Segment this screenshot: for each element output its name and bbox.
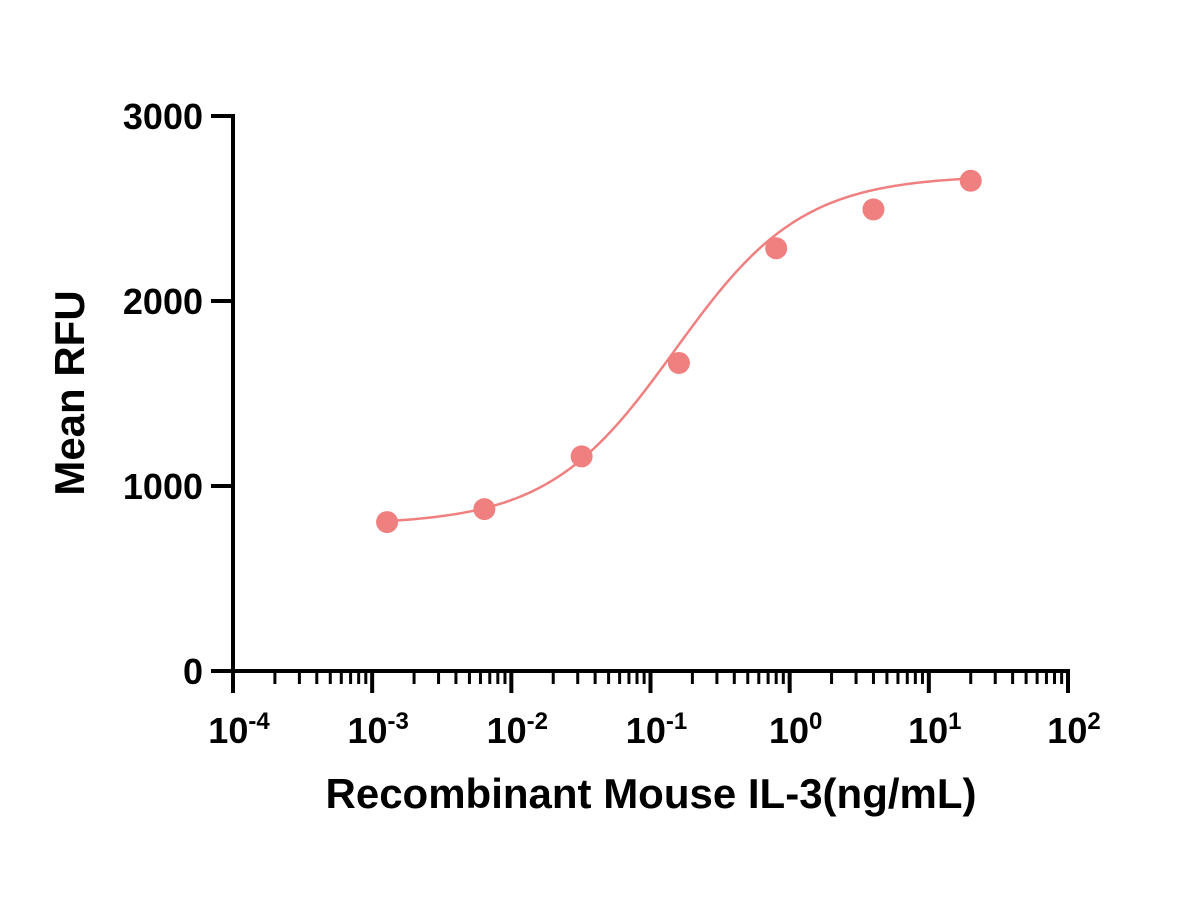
labels-layer: Recombinant Mouse IL-3(ng/mL) Mean RFU bbox=[46, 290, 977, 817]
y-tick-label: 0 bbox=[183, 651, 203, 692]
data-point bbox=[473, 498, 496, 521]
x-tick-label: 102 bbox=[1047, 708, 1100, 751]
fit-curve-layer bbox=[387, 177, 971, 523]
x-tick-label: 101 bbox=[908, 708, 961, 751]
x-tick-label: 10-4 bbox=[208, 708, 270, 751]
x-tick-exponent: 2 bbox=[1087, 708, 1100, 735]
x-tick-label: 10-1 bbox=[626, 708, 687, 751]
data-point bbox=[862, 198, 885, 221]
data-points-layer bbox=[376, 169, 982, 534]
x-tick-exponent: -1 bbox=[666, 708, 687, 735]
x-axis-title: Recombinant Mouse IL-3(ng/mL) bbox=[326, 770, 977, 817]
y-tick-label: 1000 bbox=[123, 466, 203, 507]
data-point bbox=[376, 511, 399, 534]
y-tick-label: 3000 bbox=[123, 96, 203, 137]
x-tick-exponent: -4 bbox=[248, 708, 270, 735]
x-tick-exponent: -3 bbox=[388, 708, 409, 735]
data-point bbox=[570, 445, 593, 468]
data-point bbox=[667, 351, 690, 374]
data-point bbox=[765, 237, 788, 260]
y-tick-label: 2000 bbox=[123, 281, 203, 322]
data-point bbox=[959, 169, 982, 192]
x-tick-exponent: 1 bbox=[948, 708, 961, 735]
x-tick-label: 100 bbox=[769, 708, 822, 751]
x-tick-label: 10-2 bbox=[487, 708, 548, 751]
x-tick-exponent: 0 bbox=[809, 708, 822, 735]
x-tick-exponent: -2 bbox=[527, 708, 548, 735]
x-tick-label: 10-3 bbox=[347, 708, 408, 751]
fit-curve bbox=[387, 177, 971, 523]
y-axis-title: Mean RFU bbox=[46, 290, 93, 495]
